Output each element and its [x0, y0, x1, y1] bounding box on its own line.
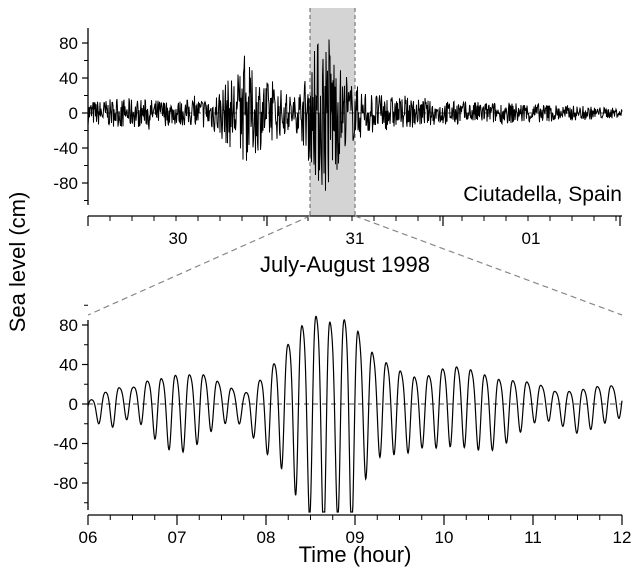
bottom-x-tick-label: 08 [257, 528, 276, 547]
bottom-x-ticks: 06 07 08 09 10 11 12 [79, 515, 632, 547]
bottom-x-tick-label: 11 [524, 528, 542, 547]
bottom-y-ticks: 80 40 0 -40 -80 [53, 304, 88, 504]
bottom-panel: 80 40 0 -40 -80 06 07 08 09 10 11 12 Time (hour) [53, 304, 632, 567]
bottom-x-tick-label: 12 [613, 528, 632, 547]
bottom-x-axis-label: Time (hour) [299, 542, 412, 567]
top-x-tick-label-30: 30 [169, 229, 188, 248]
top-x-tick-label-31: 31 [346, 229, 365, 248]
zoom-connector-left [87, 215, 311, 316]
top-y-tick-label: -80 [53, 174, 78, 193]
bottom-series-line [87, 315, 623, 513]
top-series-line [87, 39, 623, 191]
top-y-tick-label: 80 [59, 34, 78, 53]
zoom-connector-right [354, 215, 623, 316]
bottom-x-tick-label: 10 [435, 528, 454, 547]
top-y-tick-label: 0 [69, 104, 78, 123]
top-y-ticks: 80 40 0 -40 -80 [53, 34, 88, 201]
bottom-y-tick-label: 0 [69, 395, 78, 414]
bottom-x-tick-label: 09 [346, 528, 365, 547]
bottom-y-tick-label: 40 [59, 356, 78, 375]
top-x-tick-label-01: 01 [522, 229, 541, 248]
shared-y-axis-label: Sea level (cm) [5, 192, 30, 333]
bottom-x-tick-label: 07 [168, 528, 187, 547]
top-y-tick-label: -40 [53, 139, 78, 158]
bottom-x-tick-label: 06 [79, 528, 98, 547]
location-annotation: Ciutadella, Spain [463, 183, 622, 206]
top-y-tick-label: 40 [59, 69, 78, 88]
bottom-y-tick-label: 80 [59, 316, 78, 335]
top-panel: 80 40 0 -40 -80 Ciutadella, Spain 30 31 01 J… [53, 8, 623, 277]
bottom-y-tick-label: -40 [53, 435, 78, 454]
top-x-axis-label: July-August 1998 [260, 252, 430, 277]
bottom-y-tick-label: -80 [53, 474, 78, 493]
top-x-ticks [87, 216, 621, 226]
